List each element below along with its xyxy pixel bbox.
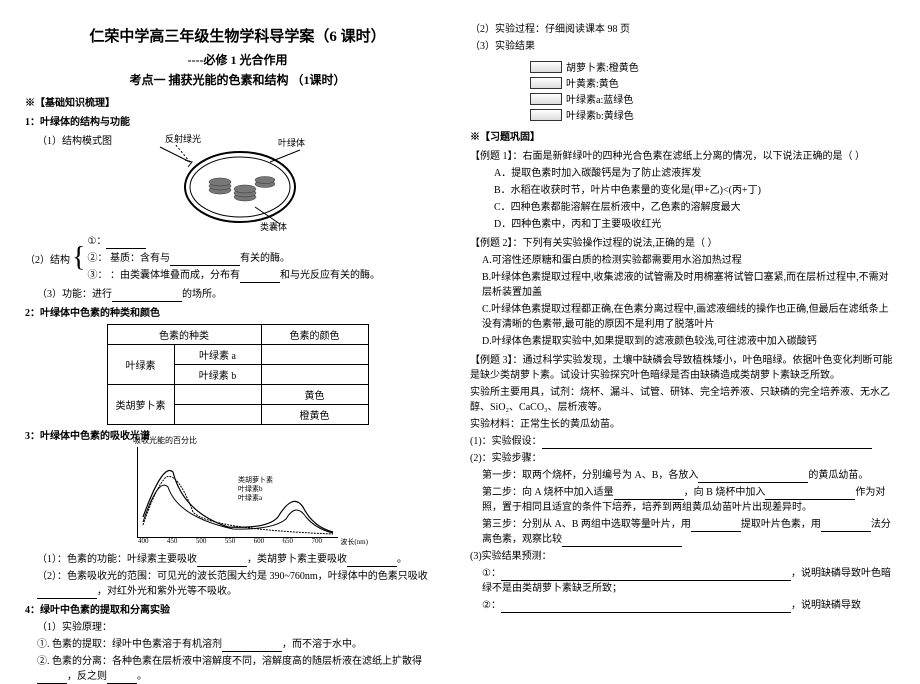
- p-structfig: （1）结构模式图: [25, 134, 125, 149]
- q2b: B.叶绿体色素提取过程中,收集滤液的试管需及时用棉塞将试管口塞紧,而在层析过程中…: [470, 270, 895, 300]
- chloroplast-diagram: 反射绿光 叶绿体 类囊体: [130, 132, 310, 232]
- q1c: C．四种色素都能溶解在层析液中，乙色素的溶解度最大: [470, 200, 895, 215]
- p-func: （3）功能：进行的场所。: [25, 287, 450, 302]
- q3c: 实验材料：正常生长的黄瓜幼苗。: [470, 417, 895, 432]
- q3h: 第三步：分别从 A、B 两组中选取等量叶片，用提取叶片色素，用法分离色素，观察比…: [470, 517, 895, 547]
- q3b: 实验所主要用具，试剂：烧杯、漏斗、试管、研钵、完全培养液、只缺磷的完全培养液、无…: [470, 385, 895, 415]
- q1: 【例题 1】：右面是新鲜绿叶的四种光合色素在滤纸上分离的情况，以下说法正确的是（…: [470, 149, 895, 164]
- q3j: ①：，说明缺磷导致叶色暗绿不是由类胡萝卜素缺乏所致；: [470, 566, 895, 596]
- q3g: 第二步：向 A 烧杯中加入适量，向 B 烧杯中加入作为对照，置于相同且适宜的条件…: [470, 485, 895, 515]
- q1a: A．提取色素时加入碳酸钙是为了防止滤液挥发: [470, 166, 895, 181]
- q3i: (3)实验结果预测：: [470, 549, 895, 564]
- pigment-table: 色素的种类色素的颜色 叶绿素叶绿素 a 叶绿素 b 类胡萝卜素黄色 橙黄色: [107, 324, 369, 425]
- q2c: C.叶绿体色素提取过程都正确,在色素分离过程中,画滤液细线的操作也正确,但最后在…: [470, 302, 895, 332]
- doc-title: 仁荣中学高三年级生物学科导学案（6 课时）: [25, 25, 450, 46]
- absorption-chart: 吸收光能的百分比 类胡萝卜素 叶绿素b 叶绿素a 400450500550600…: [137, 447, 338, 538]
- svg-text:类胡萝卜素: 类胡萝卜素: [238, 475, 273, 484]
- chromatography-result: 胡萝卜素:橙黄色 叶黄素:黄色 叶绿素a:蓝绿色 叶绿素b:黄绿色: [530, 59, 895, 122]
- section-exercise: ※【习题巩固】: [470, 130, 895, 145]
- svg-text:类囊体: 类囊体: [260, 221, 287, 232]
- h-structure: 1：叶绿体的结构与功能: [25, 115, 450, 130]
- p6: （1）实验原理：: [25, 620, 450, 635]
- h-extract: 4：绿叶中色素的提取和分离实验: [25, 603, 450, 618]
- r-p1: （2）实验过程：仔细阅读课本 98 页: [470, 22, 895, 37]
- h-pigments: 2：叶绿体中色素的种类和颜色: [25, 306, 450, 321]
- h-spectrum: 3：叶绿体中色素的吸收光谱: [25, 429, 450, 444]
- doc-topic: 考点一 捕获光能的色素和结构 （1课时）: [25, 71, 450, 88]
- svg-text:叶绿体: 叶绿体: [278, 137, 305, 148]
- q3d: (1)：实验假设：: [470, 434, 895, 449]
- q1d: D．四种色素中，丙和丁主要吸收红光: [470, 217, 895, 232]
- p8: ②. 色素的分离：各种色素在层析液中溶解度不同，溶解度高的随层析液在滤纸上扩散得…: [25, 654, 450, 684]
- structure-brace: （2）结构 { ①： ②： 基质：含有与有关的酶。 ③： ：由类囊体堆叠而成，分…: [25, 232, 450, 285]
- q3: 【例题 3】：通过科学实验发现，土壤中缺磷会导致植株矮小，叶色暗绿。依据叶色变化…: [470, 353, 895, 383]
- section-basics: ※【基础知识梳理】: [25, 96, 450, 111]
- doc-subtitle: ----必修 1 光合作用: [25, 51, 450, 68]
- svg-text:叶绿素b: 叶绿素b: [238, 484, 263, 493]
- r-p2: （3）实验结果: [470, 39, 895, 54]
- right-column: （2）实验过程：仔细阅读课本 98 页 （3）实验结果 胡萝卜素:橙黄色 叶黄素…: [460, 20, 905, 630]
- svg-text:叶绿素a: 叶绿素a: [238, 493, 263, 502]
- q2: 【例题 2】：下列有关实验操作过程的说法,正确的是（ ）: [470, 236, 895, 251]
- left-column: 仁荣中学高三年级生物学科导学案（6 课时） ----必修 1 光合作用 考点一 …: [15, 20, 460, 630]
- svg-text:反射绿光: 反射绿光: [165, 133, 201, 144]
- q1b: B．水稻在收获时节，叶片中色素量的变化是(甲+乙)<(丙+丁): [470, 183, 895, 198]
- p4: （1）：色素的功能：叶绿素主要吸收，类胡萝卜素主要吸收。: [25, 552, 450, 567]
- q3f: 第一步：取两个烧杯，分别编号为 A、B，各放入的黄瓜幼苗。: [470, 468, 895, 483]
- fig1-wrap: （1）结构模式图 反射绿光 叶绿体 类囊体: [25, 132, 450, 232]
- q3k: ②：，说明缺磷导致: [470, 598, 895, 613]
- p5: （2）：色素吸收光的范围：可见光的波长范围大约是 390~760nm，叶绿体中的…: [25, 569, 450, 599]
- q2a: A.可溶性还原糖和蛋白质的检测实验都需要用水浴加热过程: [470, 253, 895, 268]
- q3e: (2)：实验步骤：: [470, 451, 895, 466]
- q2d: D.叶绿体色素提取实验中,如果提取到的滤液颜色较浅,可往滤液中加入碳酸钙: [470, 334, 895, 349]
